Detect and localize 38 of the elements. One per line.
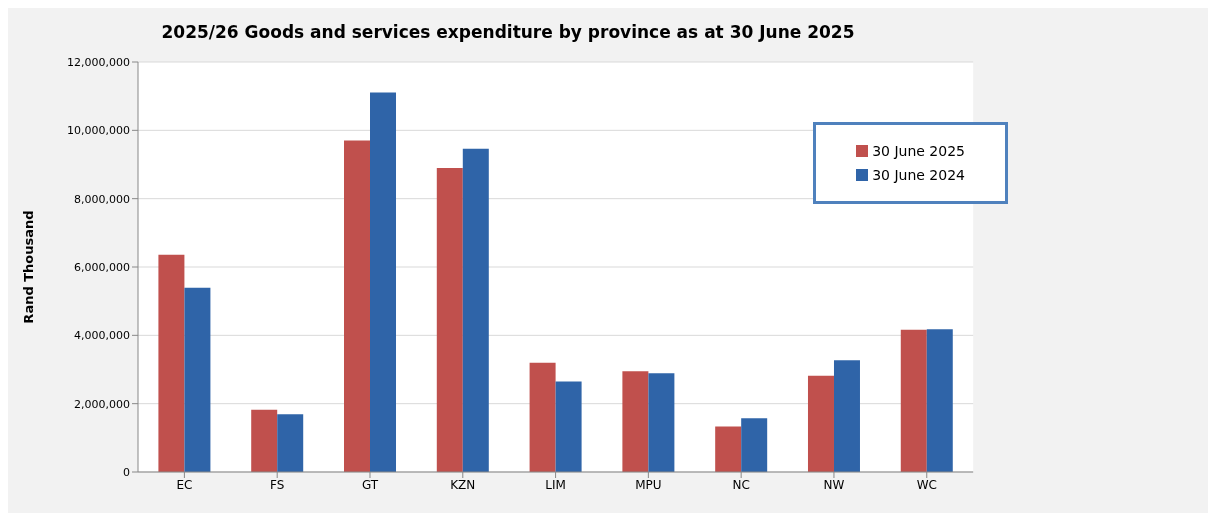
bar — [529, 362, 556, 472]
chart-title: 2025/26 Goods and services expenditure by province as at 30 June 2025 — [160, 21, 856, 44]
bar — [833, 360, 860, 472]
x-tick-label: WC — [916, 477, 937, 492]
y-tick-label: 4,000,000 — [74, 329, 130, 343]
bar — [648, 373, 675, 472]
x-tick-label: EC — [176, 477, 193, 492]
bar — [926, 329, 953, 472]
y-tick-label: 6,000,000 — [74, 260, 130, 274]
y-axis-title: Rand Thousand — [20, 210, 36, 324]
bar — [622, 371, 649, 472]
bar — [158, 254, 185, 472]
bar — [807, 375, 834, 472]
bar — [251, 409, 278, 472]
bar — [277, 414, 304, 472]
y-tick-label: 8,000,000 — [74, 192, 130, 206]
bar — [900, 329, 927, 472]
y-tick-label: 10,000,000 — [67, 124, 130, 138]
x-tick-label: NW — [823, 477, 845, 492]
x-tick-label: FS — [270, 477, 285, 492]
x-tick-label: LIM — [545, 477, 566, 492]
legend-label: 30 June 2025 — [872, 143, 965, 159]
bar — [436, 167, 463, 472]
bar — [370, 92, 397, 472]
x-tick-label: GT — [361, 477, 379, 492]
bar — [741, 418, 768, 472]
x-tick-label: NC — [732, 477, 750, 492]
bar — [344, 140, 371, 472]
bar — [184, 287, 211, 472]
y-tick-label: 0 — [123, 465, 130, 479]
legend-label: 30 June 2024 — [872, 167, 965, 183]
y-tick-label: 12,000,000 — [67, 55, 130, 69]
bar — [462, 148, 489, 472]
bar — [715, 426, 742, 472]
x-tick-label: KZN — [450, 477, 476, 492]
y-tick-label: 2,000,000 — [74, 397, 130, 411]
x-tick-label: MPU — [635, 477, 662, 492]
bar — [555, 381, 582, 472]
